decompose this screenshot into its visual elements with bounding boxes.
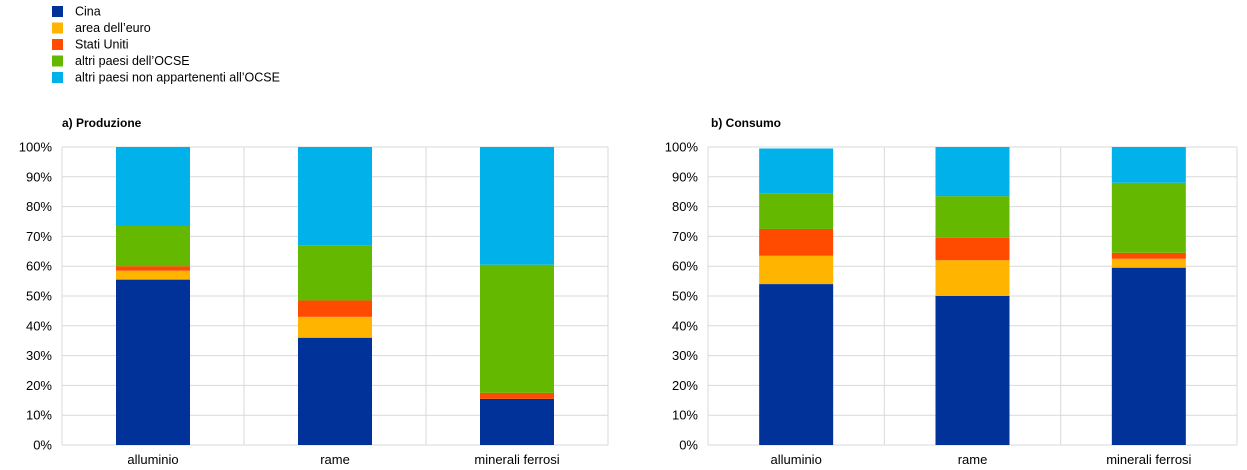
chart-panel-produzione: a) Produzione 0% 10% 20% 30% 40% 50% 60% 70% 80% 9… — [19, 116, 609, 467]
chart-title: b) Consumo — [711, 116, 781, 130]
bar-segment — [298, 147, 372, 246]
bar-segment — [935, 147, 1010, 197]
y-tick-label: 90% — [672, 169, 698, 184]
chart-panel-consumo: b) Consumo 0% 10% 20% 30% 40% 50% 60% 70% 80% 90% 1… — [665, 116, 1238, 467]
legend-swatch — [52, 55, 63, 67]
y-tick-label: 60% — [26, 259, 52, 274]
bar-segment — [759, 148, 834, 194]
legend-label: Stati Uniti — [75, 38, 129, 52]
y-tick-label: 80% — [26, 199, 52, 214]
y-tick-label: 70% — [672, 229, 698, 244]
bar-segment — [480, 398, 554, 445]
legend-label: Cina — [75, 5, 101, 19]
bar-segment — [1111, 267, 1186, 445]
x-category-label: rame — [320, 452, 350, 467]
bar-segment — [298, 316, 372, 338]
bar-segment — [116, 270, 190, 280]
y-tick-label: 100% — [19, 140, 53, 155]
y-tick-label: 90% — [26, 169, 52, 184]
bar-segment — [116, 279, 190, 445]
bar-segment — [116, 266, 190, 271]
y-tick-label: 40% — [26, 318, 52, 333]
y-tick-label: 10% — [26, 408, 52, 423]
y-tick-label: 0% — [679, 438, 698, 453]
legend: Cina area dell’euro Stati Uniti altri paesi… — [52, 5, 280, 85]
y-tick-label: 30% — [26, 348, 52, 363]
x-category-label: rame — [958, 452, 988, 467]
y-tick-label: 70% — [26, 229, 52, 244]
y-tick-label: 10% — [672, 408, 698, 423]
y-tick-label: 80% — [672, 199, 698, 214]
bar-segment — [935, 237, 1010, 261]
legend-label: altri paesi dell’OCSE — [75, 54, 190, 68]
bar-segment — [759, 255, 834, 285]
y-tick-label: 20% — [26, 378, 52, 393]
bar-segment — [935, 196, 1010, 238]
bar-segment — [298, 245, 372, 301]
bar-segment — [480, 147, 554, 265]
y-tick-label: 50% — [672, 289, 698, 304]
bar-segment — [298, 300, 372, 317]
bar-segment — [759, 193, 834, 229]
chart-title: a) Produzione — [62, 116, 142, 130]
legend-swatch — [52, 6, 63, 17]
bar-segment — [1111, 258, 1186, 268]
bar-segment — [298, 337, 372, 445]
legend-swatch — [52, 39, 63, 50]
bar-segment — [935, 296, 1010, 445]
x-category-label: alluminio — [771, 452, 822, 467]
bar-segment — [1111, 147, 1186, 183]
x-category-label: minerali ferrosi — [1106, 452, 1191, 467]
y-tick-label: 60% — [672, 259, 698, 274]
bar-segment — [1111, 182, 1186, 253]
y-tick-label: 40% — [672, 318, 698, 333]
legend-swatch — [52, 72, 63, 83]
bar-segment — [759, 284, 834, 445]
bar-segment — [480, 264, 554, 393]
bar-segment — [116, 147, 190, 226]
y-tick-label: 30% — [672, 348, 698, 363]
legend-swatch — [52, 22, 63, 34]
legend-label: area dell’euro — [75, 21, 151, 35]
legend-label: altri paesi non appartenenti all’OCSE — [75, 71, 280, 85]
x-category-label: minerali ferrosi — [474, 452, 559, 467]
y-tick-label: 0% — [33, 438, 52, 453]
bar-segment — [759, 228, 834, 256]
x-category-label: alluminio — [127, 452, 178, 467]
y-tick-label: 50% — [26, 289, 52, 304]
y-tick-label: 100% — [665, 140, 699, 155]
bar-segment — [935, 260, 1010, 296]
bar-segment — [1111, 252, 1186, 259]
bar-segment — [116, 225, 190, 267]
bar-segment — [480, 392, 554, 399]
y-tick-label: 20% — [672, 378, 698, 393]
